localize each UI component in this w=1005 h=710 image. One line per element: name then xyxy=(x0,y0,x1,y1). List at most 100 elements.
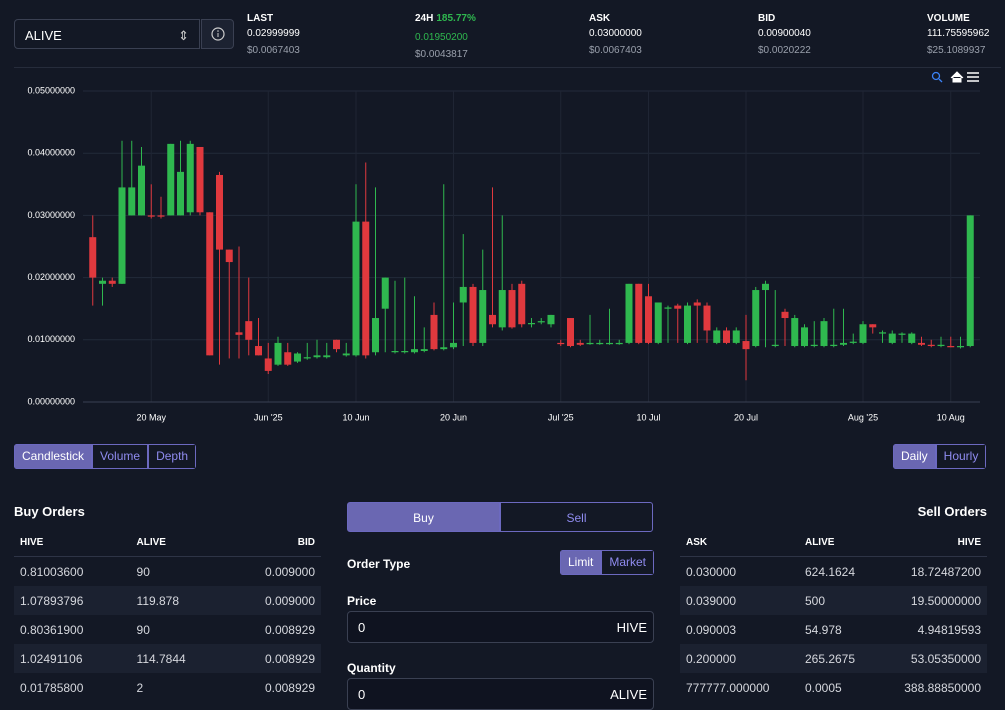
toggle-button[interactable]: Candlestick xyxy=(14,444,93,469)
toggle-button[interactable]: Depth xyxy=(148,444,197,469)
order-cell: 4.94819593 xyxy=(917,622,981,637)
candle-body xyxy=(264,358,272,371)
info-button[interactable] xyxy=(201,19,234,49)
order-row[interactable]: 0.090003 54.978 4.94819593 xyxy=(680,615,987,644)
order-cell: 0.009000 xyxy=(264,564,315,579)
candle-body xyxy=(216,174,223,250)
stat-label: 24H xyxy=(415,13,434,24)
order-cell: 2 xyxy=(136,680,144,695)
toggle-button[interactable]: Volume xyxy=(92,444,149,469)
order-type-buttons: Limit Market xyxy=(560,550,655,575)
market-name: ALIVE xyxy=(25,28,62,43)
info-icon xyxy=(211,27,225,41)
buy-orders-title: Buy Orders xyxy=(14,504,85,519)
candle-body xyxy=(186,143,194,213)
order-row[interactable]: 0.200000 265.2675 53.05350000 xyxy=(680,644,987,673)
stat-usd: $25.1089937 xyxy=(927,45,986,56)
candle-body xyxy=(206,212,214,356)
y-tick-label: 0.04000000 xyxy=(27,148,75,158)
order-cell: 0.090003 xyxy=(686,622,737,637)
candle-body xyxy=(684,305,691,343)
stat-value: 0.03000000 xyxy=(589,28,642,39)
quantity-input[interactable]: 0 ALIVE xyxy=(347,678,654,710)
buy-tab[interactable]: Buy xyxy=(347,502,500,532)
order-cell: 53.05350000 xyxy=(876,644,987,673)
order-row[interactable]: 777777.000000 0.0005 388.88850000 xyxy=(680,673,987,702)
order-cell: 18.72487200 xyxy=(910,564,981,579)
stat-usd: $0.0043817 xyxy=(415,49,468,60)
candle-body xyxy=(625,283,633,343)
order-row[interactable]: 0.01785800 2 0.008929 xyxy=(14,673,321,702)
select-arrows: ⇕ xyxy=(178,28,189,43)
order-cell: 0.008929 xyxy=(264,622,315,637)
candle-body xyxy=(284,352,292,365)
order-cell: 0.200000 xyxy=(680,644,799,673)
order-row[interactable]: 0.80361900 90 0.008929 xyxy=(14,615,321,644)
y-tick-label: 0.02000000 xyxy=(27,272,75,282)
candle-body xyxy=(167,143,175,216)
header-row: HIVE ALIVE BID xyxy=(14,528,321,557)
candle-body xyxy=(732,330,740,343)
interval-buttons: Daily Hourly xyxy=(893,444,987,469)
candle-body xyxy=(440,347,448,350)
order-cell: 0.039000 xyxy=(680,586,799,615)
candle-body xyxy=(489,314,496,325)
candle-body xyxy=(879,332,886,334)
column-header: ALIVE xyxy=(130,528,226,557)
price-label: Price xyxy=(347,594,377,608)
candle-body xyxy=(567,318,574,347)
candle-body xyxy=(615,342,623,345)
order-row[interactable]: 0.030000 624.1624 18.72487200 xyxy=(680,557,987,587)
stat: 24H 185.77% 0.01950200 $0.0043817 xyxy=(415,13,476,66)
candle-body xyxy=(196,146,204,213)
column-header: ASK xyxy=(680,528,799,557)
candle-body xyxy=(888,333,896,343)
order-cell: 265.2675 xyxy=(798,644,877,673)
candle-body xyxy=(898,333,906,335)
sell-tab[interactable]: Sell xyxy=(500,502,653,532)
quantity-unit: ALIVE xyxy=(610,686,647,702)
x-tick-label: 10 Aug xyxy=(937,412,965,422)
toggle-button[interactable]: Hourly xyxy=(935,444,987,469)
order-cell: 500 xyxy=(798,586,877,615)
candle-body xyxy=(576,342,584,345)
market-button[interactable]: Market xyxy=(601,550,655,575)
stat: BID 0.00900040 $0.0020222 xyxy=(758,13,811,62)
price-input[interactable]: 0 HIVE xyxy=(347,611,654,643)
candle-body xyxy=(450,342,457,348)
order-row[interactable]: 1.02491106 114.7844 0.008929 xyxy=(14,644,321,673)
x-tick-label: 20 Jul xyxy=(734,412,758,422)
candle-body xyxy=(333,339,340,350)
candle-body xyxy=(274,342,282,365)
candle-body xyxy=(313,355,321,358)
order-row[interactable]: 1.07893796 119.878 0.009000 xyxy=(14,586,321,615)
market-select[interactable]: ALIVE ⇕ xyxy=(14,19,200,49)
limit-button[interactable]: Limit xyxy=(560,550,602,575)
stat-label: BID xyxy=(758,13,776,24)
order-row[interactable]: 0.039000 500 19.50000000 xyxy=(680,586,987,615)
candle-body xyxy=(791,318,799,347)
stat-change: 185.77% xyxy=(436,13,476,24)
stat-label: LAST xyxy=(247,13,274,24)
order-cell: 388.88850000 xyxy=(904,680,981,695)
candle-body xyxy=(294,353,301,362)
candle-body xyxy=(654,302,662,343)
candle-body xyxy=(108,280,116,284)
header-row: ASK ALIVE HIVE xyxy=(680,528,987,557)
quantity-value: 0 xyxy=(358,686,366,702)
order-row[interactable]: 0.81003600 90 0.009000 xyxy=(14,557,321,587)
candle-body xyxy=(362,221,370,356)
stat-label: VOLUME xyxy=(927,13,970,24)
candle-body xyxy=(498,290,506,328)
toggle-button[interactable]: Daily xyxy=(893,444,936,469)
candle-body xyxy=(781,311,789,319)
candle-body xyxy=(752,290,760,347)
price-value: 0 xyxy=(358,619,366,635)
candle-body xyxy=(596,342,604,345)
candle-body xyxy=(664,307,672,309)
candle-body xyxy=(957,346,964,348)
candle-body xyxy=(713,330,721,343)
order-cell: 0.80361900 xyxy=(20,622,84,637)
candle-body xyxy=(303,357,311,359)
